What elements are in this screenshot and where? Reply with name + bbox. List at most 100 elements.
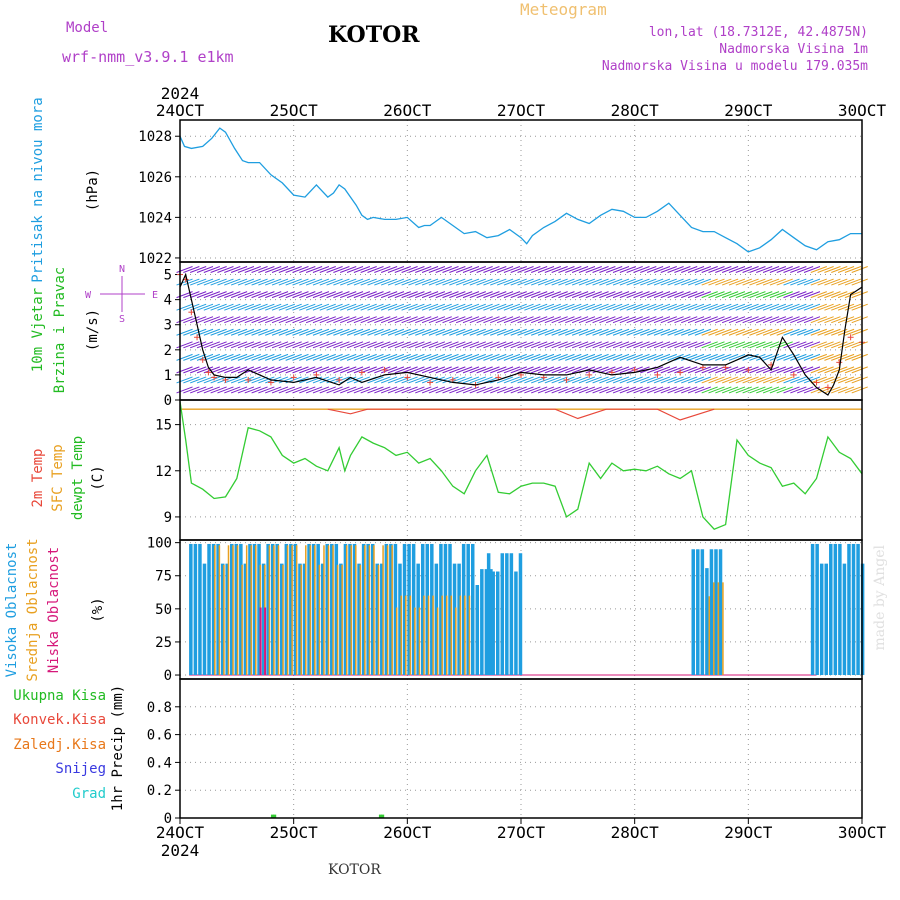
cloud-high-bar	[466, 543, 470, 676]
wind-barb	[810, 278, 827, 286]
wind-barb	[510, 303, 527, 311]
wind-barb	[715, 386, 732, 394]
wind-barb	[210, 316, 227, 324]
wind-barb	[544, 316, 562, 324]
cloud-mid-bar	[432, 595, 434, 676]
wind-barb	[415, 366, 432, 374]
wind-barb	[592, 303, 609, 311]
pressure-line	[179, 127, 862, 253]
wind-barb	[517, 353, 534, 361]
wind-barb	[210, 303, 227, 311]
wind-barb	[612, 341, 630, 349]
wind-barb	[476, 303, 493, 311]
wind-barb	[258, 376, 275, 384]
wind-barb	[251, 278, 268, 286]
wind-barb	[742, 291, 759, 299]
wind-barb	[817, 328, 834, 336]
wind-barb	[558, 353, 575, 361]
wind-barb	[265, 316, 282, 324]
wind-barb	[708, 316, 725, 324]
wind-barb	[517, 266, 534, 273]
wind-barb	[401, 328, 418, 336]
cloud-high-bar	[398, 563, 402, 676]
wind-barb	[796, 278, 814, 286]
cloud-mid-bar	[459, 595, 462, 676]
cloud-mid-bar	[332, 545, 334, 676]
wind-barb	[681, 353, 698, 361]
wind-barb	[660, 278, 677, 286]
wind-barb	[619, 278, 637, 286]
y-tick-label: 1024	[138, 210, 172, 226]
wind-barb	[742, 353, 759, 361]
wind-barb	[571, 266, 589, 273]
cloud-high-bar	[257, 543, 261, 676]
cloud-high-bar	[189, 543, 193, 676]
wind-barb	[421, 341, 439, 349]
cloud-high-bar	[284, 543, 289, 676]
wind-barb	[578, 328, 596, 336]
wind-barb	[606, 316, 623, 324]
wind-barb	[715, 353, 732, 361]
wind-barb	[796, 291, 814, 299]
wind-barb	[756, 303, 773, 311]
cloud-high-bar	[486, 553, 491, 676]
wind-barb	[721, 341, 739, 349]
wind-barb	[721, 266, 739, 273]
cloud-mid-bar	[314, 545, 316, 676]
wind-barb	[769, 316, 787, 324]
wind-barb	[551, 278, 568, 286]
wind-barb	[558, 266, 575, 273]
wind-barb	[326, 316, 343, 324]
wind-barb	[790, 278, 807, 286]
wind-barb	[230, 366, 248, 374]
wind-barb	[490, 341, 507, 349]
wind-barb	[496, 376, 514, 384]
wind-barb	[558, 278, 575, 286]
wind-barb	[224, 366, 241, 374]
wind-barb	[844, 386, 862, 394]
precip-total-bar	[273, 814, 277, 818]
wind-barb	[251, 341, 268, 349]
wind-barb	[674, 316, 691, 324]
wind-barb	[803, 353, 821, 361]
wind-barb	[810, 303, 827, 311]
cloud-mid-bar	[250, 545, 252, 676]
wind-barb	[292, 353, 309, 361]
wind-barb	[817, 353, 834, 361]
cloud-high-bar	[514, 571, 518, 676]
wind-barb	[421, 278, 439, 286]
wind-barb	[769, 386, 787, 394]
cloud-mid-bar	[359, 564, 362, 676]
wind-barb	[435, 303, 452, 311]
wind-barb	[258, 353, 275, 361]
wind-barb	[190, 341, 207, 349]
cloud-high-bar	[361, 543, 366, 676]
wind-barb	[421, 328, 439, 336]
wind-barb	[660, 353, 677, 361]
cloud-high-bar	[193, 543, 198, 676]
temp-unit: (C)	[90, 465, 106, 490]
wind-barb	[653, 278, 671, 286]
wind-barb	[517, 376, 534, 384]
wind-barb	[387, 353, 405, 361]
wind-barb	[749, 328, 766, 336]
wind-barb	[817, 291, 834, 299]
wind-barb	[387, 316, 405, 324]
wind-barb	[681, 341, 698, 349]
wind-barb	[565, 366, 582, 374]
wind-barb	[612, 376, 630, 384]
wind-barb	[619, 366, 637, 374]
wind-barb	[640, 316, 657, 324]
y-tick-label: 0.6	[147, 728, 172, 744]
wind-barb	[728, 266, 746, 273]
wind-barb	[224, 278, 241, 286]
wind-barb	[176, 278, 193, 286]
wind-barb	[237, 316, 255, 324]
wind-barb	[510, 266, 527, 273]
wind-barb	[599, 366, 616, 374]
cloud-high-bar	[298, 563, 302, 676]
wind-barb	[244, 353, 261, 361]
wind-barb	[640, 353, 657, 361]
wind-barb	[796, 266, 814, 273]
wind-barb	[681, 386, 698, 394]
